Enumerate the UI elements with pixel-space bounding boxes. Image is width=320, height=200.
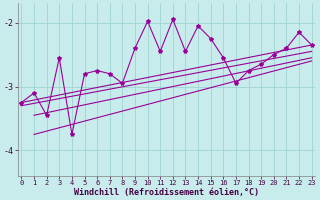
X-axis label: Windchill (Refroidissement éolien,°C): Windchill (Refroidissement éolien,°C) — [74, 188, 259, 197]
